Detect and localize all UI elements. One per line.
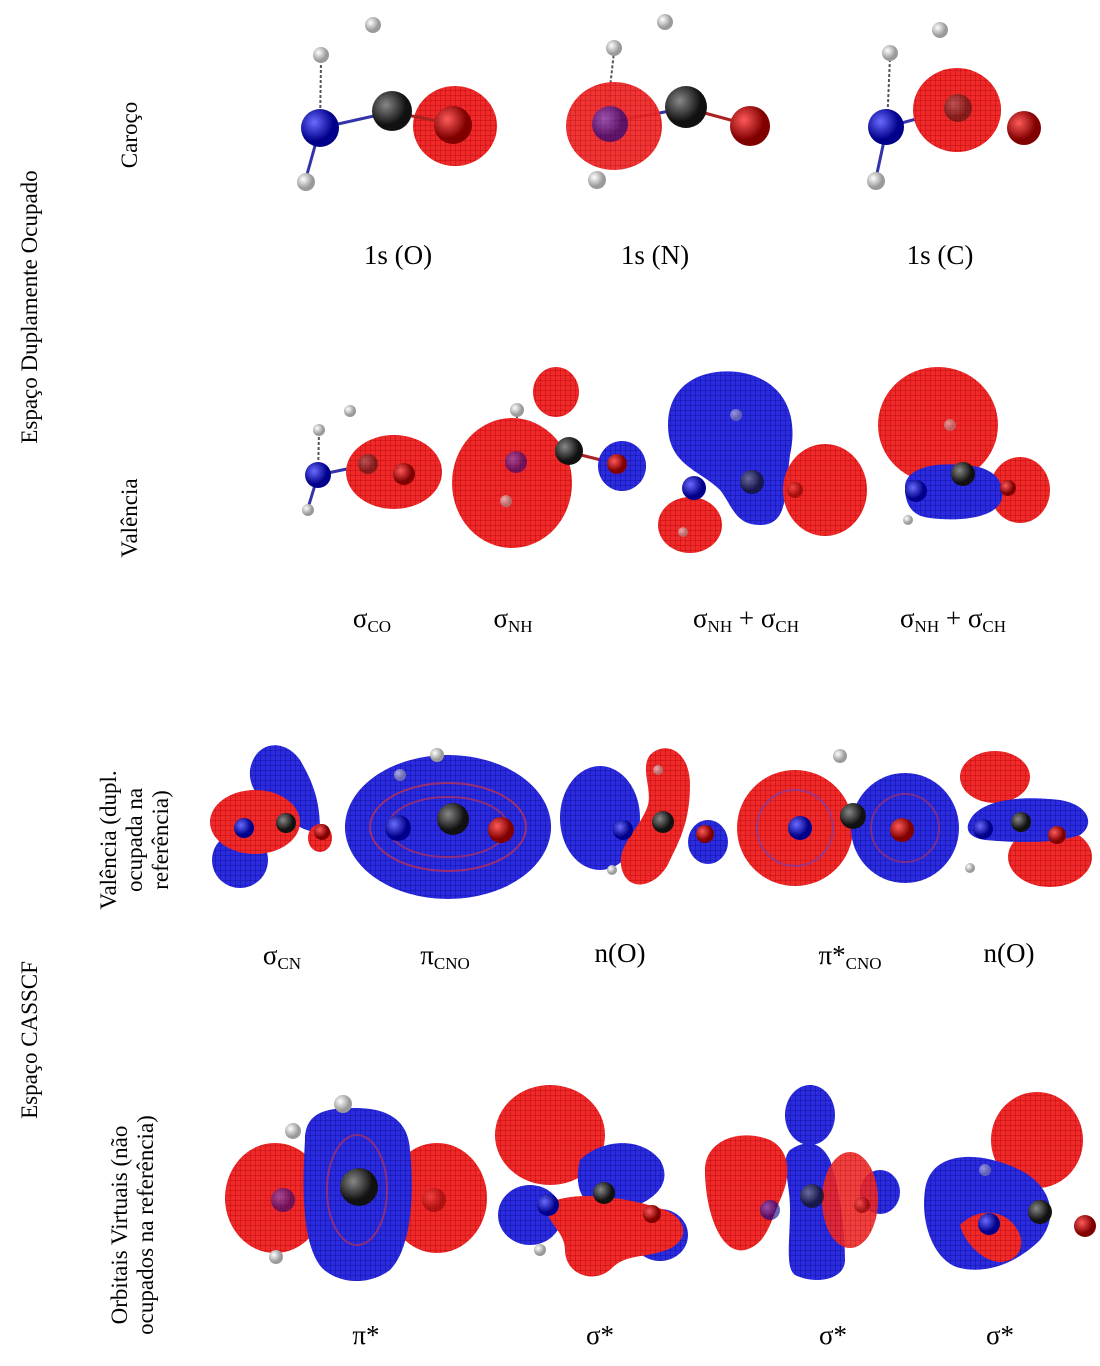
caption-pi-star: π* bbox=[352, 1320, 380, 1350]
caption-subscript: CNO bbox=[845, 954, 882, 973]
orbital-pi-cno bbox=[345, 748, 551, 899]
orbital-sigma-nh-plus-sigma-ch-1 bbox=[658, 371, 867, 553]
caption-subscript: NH bbox=[508, 617, 533, 636]
orbital-sigma-star-3 bbox=[924, 1092, 1096, 1270]
caption-1s-n: 1s (N) bbox=[620, 240, 690, 270]
caption-n-o-2: n(O) bbox=[984, 938, 1035, 968]
caption-symbol: π* bbox=[818, 940, 846, 970]
caption-symbol: σ bbox=[493, 603, 508, 633]
caption-sigma-star-2: σ* bbox=[818, 1320, 848, 1350]
caption-symbol: + σ bbox=[732, 603, 776, 633]
orbital-sigma-cn bbox=[210, 745, 332, 888]
caption-pi-cno: πCNO bbox=[420, 940, 470, 973]
caption-subscript: NH bbox=[914, 617, 940, 636]
caption-symbol: + σ bbox=[939, 603, 983, 633]
caption-subscript: CN bbox=[277, 954, 302, 973]
caption-symbol: n(O) bbox=[594, 938, 646, 968]
orbital-pi-star-cno bbox=[737, 749, 959, 886]
caption-1s-o: 1s (O) bbox=[363, 240, 433, 270]
caption-sigma-nh-plus-sigma-ch-2: σNH + σCH bbox=[899, 603, 1007, 636]
orbital-1s-n bbox=[566, 14, 770, 189]
caption-symbol: σ bbox=[262, 940, 278, 970]
caption-sigma-co: σCO bbox=[352, 603, 392, 636]
caption-symbol: n(O) bbox=[983, 938, 1035, 968]
caption-symbol: σ bbox=[352, 603, 368, 633]
orbital-sigma-nh bbox=[452, 367, 646, 548]
caption-subscript: CH bbox=[775, 617, 800, 636]
caption-subscript: CNO bbox=[433, 954, 470, 973]
caption-subscript: CH bbox=[982, 617, 1007, 636]
caption-sigma-cn: σCN bbox=[262, 940, 302, 973]
orbital-n-o-1 bbox=[560, 748, 728, 885]
orbital-sigma-nh-plus-sigma-ch-2 bbox=[878, 367, 1050, 525]
caption-subscript: NH bbox=[707, 617, 733, 636]
caption-sigma-star-1: σ* bbox=[585, 1320, 615, 1350]
caption-symbol: σ bbox=[899, 603, 915, 633]
caption-subscript: CO bbox=[367, 617, 392, 636]
orbital-sigma-co bbox=[302, 405, 442, 516]
caption-1s-c: 1s (C) bbox=[906, 240, 974, 270]
orbital-1s-c bbox=[867, 22, 1041, 190]
orbital-n-o-2 bbox=[960, 751, 1092, 887]
caption-sigma-nh: σNH bbox=[493, 603, 533, 636]
caption-symbol: π bbox=[420, 940, 434, 970]
caption-pi-star-cno: π*CNO bbox=[818, 940, 882, 973]
caption-symbol: σ bbox=[692, 603, 708, 633]
orbital-pi-star-virtual bbox=[225, 1095, 487, 1282]
orbital-sigma-star-1 bbox=[495, 1085, 688, 1277]
orbital-sigma-star-2 bbox=[705, 1085, 900, 1280]
caption-sigma-nh-plus-sigma-ch-1: σNH + σCH bbox=[692, 603, 800, 636]
caption-sigma-star-3: σ* bbox=[985, 1320, 1015, 1350]
caption-n-o-1: n(O) bbox=[595, 938, 646, 968]
orbital-1s-o bbox=[297, 17, 497, 191]
